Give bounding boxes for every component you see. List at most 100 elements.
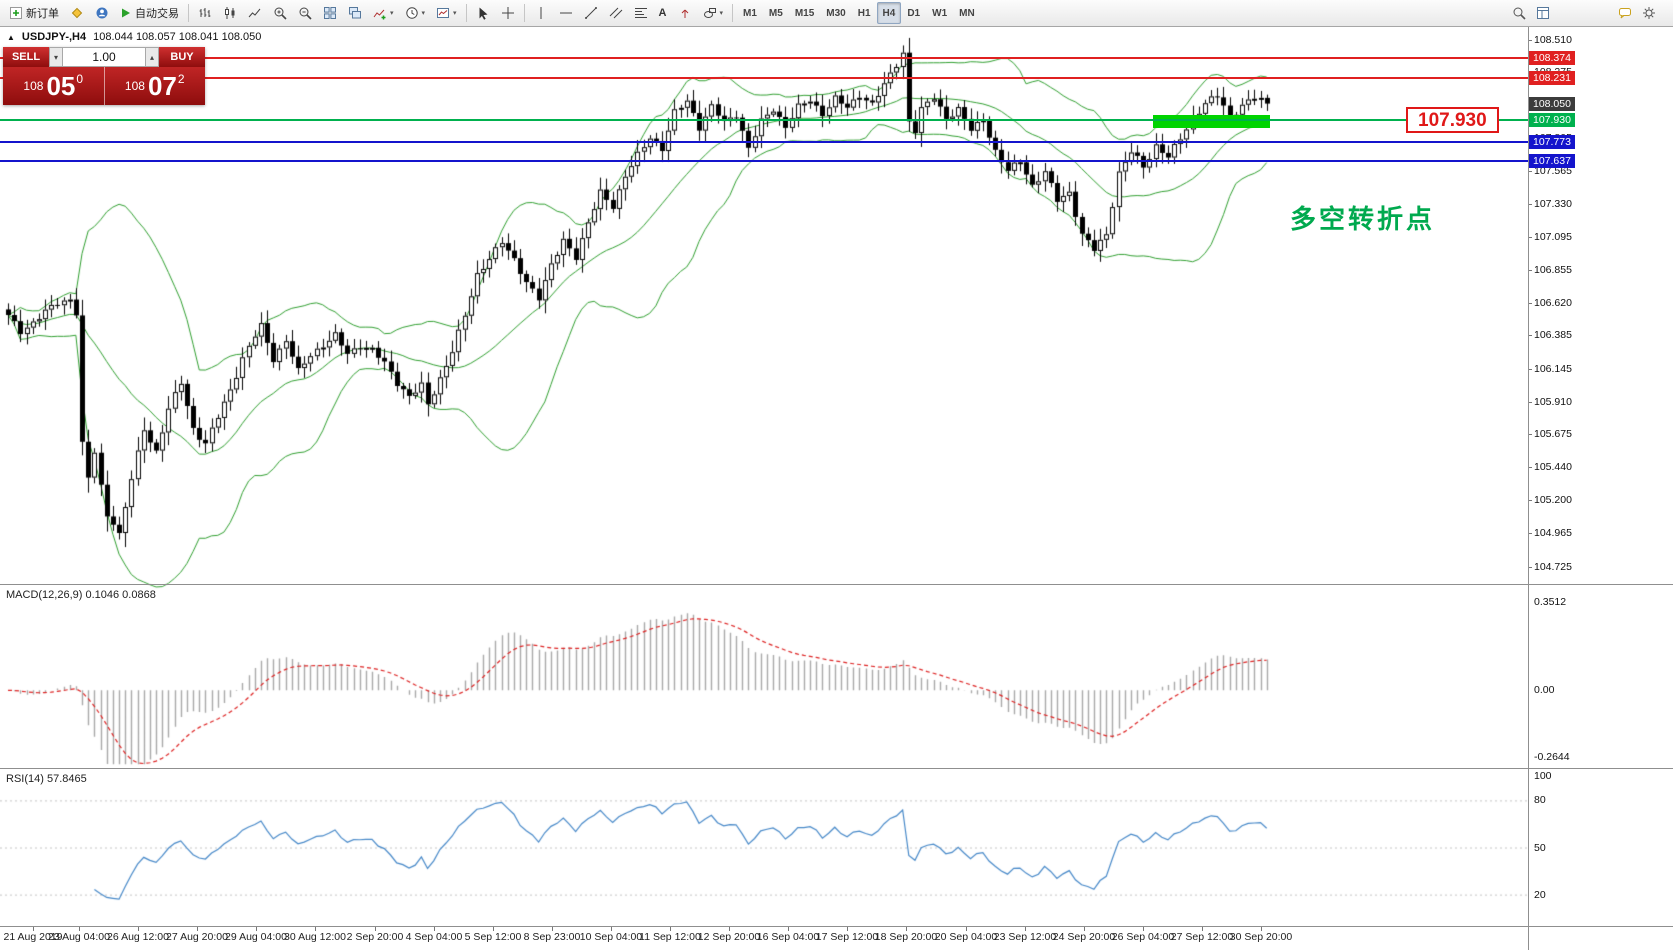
price-tick-mark — [1528, 236, 1532, 238]
search-button[interactable] — [1507, 2, 1531, 24]
highlight-zone[interactable] — [1152, 115, 1270, 128]
toolbar-diamond-button[interactable] — [65, 2, 89, 24]
macd-scale-value: 0.3512 — [1534, 596, 1567, 609]
candlestick-chart-button[interactable] — [218, 2, 242, 24]
buy-price-button[interactable]: 108 07 2 — [105, 67, 206, 105]
cursor-tool-button[interactable] — [471, 2, 495, 24]
time-axis-label: 27 Aug 20:00 — [166, 931, 228, 943]
timeframe-m1-button[interactable]: M1 — [737, 2, 763, 24]
chart-annotation[interactable]: 多空转折点 — [1290, 203, 1436, 234]
horizontal-level-line[interactable] — [0, 160, 1528, 163]
price-scale-tick: 108.510 — [1534, 33, 1572, 46]
buy-price-point: 2 — [177, 72, 185, 86]
search-icon — [1512, 6, 1526, 20]
price-scale-tick: 105.440 — [1534, 461, 1572, 474]
bars-icon — [198, 6, 212, 20]
indicators-icon — [373, 6, 387, 20]
shapes-tool-button[interactable]: ▾ — [698, 2, 729, 24]
template-icon — [436, 6, 450, 20]
sell-button[interactable]: SELL — [3, 47, 49, 67]
trendline-tool-button[interactable] — [579, 2, 603, 24]
timeframe-h1-button[interactable]: H1 — [852, 2, 877, 24]
zoom-out-button[interactable] — [293, 2, 317, 24]
profile-icon — [95, 6, 109, 20]
time-axis-label: 26 Sep 04:00 — [1111, 931, 1175, 943]
time-axis-label: 29 Aug 04:00 — [225, 931, 287, 943]
text-tool-button[interactable]: A — [654, 2, 672, 24]
crosshair-tool-button[interactable] — [496, 2, 520, 24]
price-tick-mark — [1528, 401, 1532, 403]
line-chart-button[interactable] — [243, 2, 267, 24]
timeframe-m15-button[interactable]: M15 — [789, 2, 820, 24]
buy-button[interactable]: BUY — [159, 47, 205, 67]
gear-icon — [1642, 6, 1656, 20]
shapes-icon — [703, 6, 717, 20]
timeframe-mn-button[interactable]: MN — [953, 2, 981, 24]
horizontal-level-line[interactable] — [0, 57, 1528, 60]
horizontal-level-line[interactable] — [0, 119, 1528, 122]
autotrading-button[interactable]: 自动交易 — [115, 2, 184, 24]
periods-button[interactable]: ▾ — [400, 2, 431, 24]
time-axis-label: 5 Sep 12:00 — [464, 931, 522, 943]
settings-button[interactable] — [1637, 2, 1661, 24]
cascade-windows-button[interactable] — [343, 2, 367, 24]
one-click-trading-panel: SELL ▾ ▴ BUY 108 05 0 108 07 2 — [3, 47, 205, 105]
timeframe-w1-button[interactable]: W1 — [926, 2, 953, 24]
time-axis-label: 23 Aug 04:00 — [48, 931, 110, 943]
timeframe-d1-button[interactable]: D1 — [901, 2, 926, 24]
zoom-in-button[interactable] — [268, 2, 292, 24]
fibonacci-tool-button[interactable] — [629, 2, 653, 24]
price-level-badge: 107.930 — [1529, 113, 1575, 128]
vertical-line-icon — [534, 6, 548, 20]
price-tick-mark — [1528, 302, 1532, 304]
timeframe-m30-button[interactable]: M30 — [820, 2, 851, 24]
horizontal-level-line[interactable] — [0, 77, 1528, 80]
volume-down-button[interactable]: ▾ — [49, 47, 63, 67]
horizontal-line-tool-button[interactable] — [554, 2, 578, 24]
trade-panel-top-row: SELL ▾ ▴ BUY — [3, 47, 205, 67]
volume-up-button[interactable]: ▴ — [145, 47, 159, 67]
community-button[interactable] — [90, 2, 114, 24]
rsi-scale-value: 20 — [1534, 888, 1546, 901]
buy-price-pips: 07 — [147, 71, 177, 101]
price-scale-tick: 106.385 — [1534, 329, 1572, 342]
bar-chart-button[interactable] — [193, 2, 217, 24]
horizontal-level-line[interactable] — [0, 141, 1528, 144]
tile-windows-icon — [323, 6, 337, 20]
zoom-out-icon — [298, 6, 312, 20]
buy-price-big-figure: 108 — [124, 79, 145, 93]
pane-separator[interactable] — [0, 768, 1673, 769]
channel-tool-button[interactable] — [604, 2, 628, 24]
sell-price-button[interactable]: 108 05 0 — [3, 67, 105, 105]
time-axis-label: 30 Sep 20:00 — [1229, 931, 1293, 943]
indicators-button[interactable]: ▾ — [368, 2, 399, 24]
price-scale-tick: 106.145 — [1534, 362, 1572, 375]
volume-input[interactable] — [63, 47, 145, 67]
time-axis-label: 12 Sep 20:00 — [697, 931, 761, 943]
pane-separator[interactable] — [0, 584, 1673, 585]
timeframe-m5-button[interactable]: M5 — [763, 2, 789, 24]
templates-button[interactable]: ▾ — [431, 2, 462, 24]
vertical-line-tool-button[interactable] — [529, 2, 553, 24]
price-callout[interactable]: 107.930 — [1406, 107, 1499, 134]
price-level-badge: 107.637 — [1529, 154, 1575, 169]
price-scale-tick: 104.965 — [1534, 527, 1572, 540]
timeframe-h4-button[interactable]: H4 — [876, 2, 902, 24]
price-tick-mark — [1528, 500, 1532, 502]
sell-price-big-figure: 108 — [23, 79, 44, 93]
arrow-tool-button[interactable] — [673, 2, 697, 24]
time-axis-label: 20 Sep 04:00 — [934, 931, 998, 943]
data-window-button[interactable] — [1531, 2, 1555, 24]
price-scale-tick: 105.200 — [1534, 494, 1572, 507]
price-tick-mark — [1528, 434, 1532, 436]
tile-windows-button[interactable] — [318, 2, 342, 24]
time-axis-label: 10 Sep 04:00 — [579, 931, 643, 943]
price-scale-tick: 107.330 — [1534, 197, 1572, 210]
main-toolbar: 新订单 自动交易 ▾ ▾ ▾ — [0, 0, 1673, 27]
time-axis-label: 30 Aug 12:00 — [284, 931, 346, 943]
price-tick-mark — [1528, 533, 1532, 535]
chat-button[interactable] — [1613, 2, 1637, 24]
new-order-button[interactable]: 新订单 — [4, 2, 64, 24]
toolbar-separator — [732, 4, 734, 22]
chevron-up-icon: ▴ — [149, 52, 154, 62]
